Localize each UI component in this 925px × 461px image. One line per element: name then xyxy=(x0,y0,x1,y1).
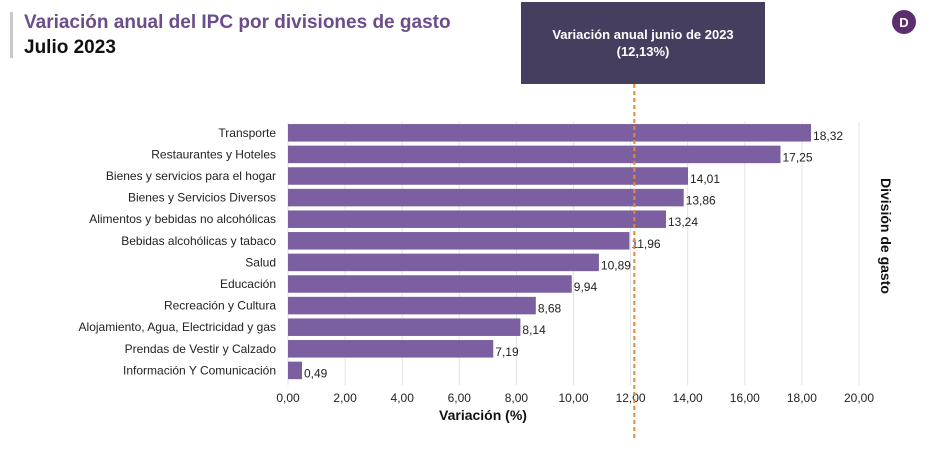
x-tick-label: 10,00 xyxy=(558,391,588,405)
reference-annotation-line1: Variación anual junio de 2023 xyxy=(552,27,734,42)
value-label: 13,24 xyxy=(668,215,698,229)
x-tick-label: 4,00 xyxy=(391,391,415,405)
value-label: 14,01 xyxy=(690,172,720,186)
bar xyxy=(288,124,812,142)
chart-subtitle: Julio 2023 xyxy=(24,37,116,58)
category-label: Salud xyxy=(245,255,276,269)
value-label: 18,32 xyxy=(813,129,843,143)
x-axis-label: Variación (%) xyxy=(439,407,527,423)
category-label: Bienes y Servicios Diversos xyxy=(128,191,276,205)
brand-logo-icon: D xyxy=(892,10,916,34)
reference-annotation-box: Variación anual junio de 2023 (12,13%) xyxy=(521,2,765,84)
bar xyxy=(288,232,630,250)
brand-logo-letter: D xyxy=(899,14,909,30)
x-tick-label: 8,00 xyxy=(505,391,529,405)
x-tick-labels: 0,00 2,00 4,00 6,00 8,00 10,00 12,00 14,00 16,00… xyxy=(276,391,874,405)
bars xyxy=(288,124,812,380)
bar xyxy=(288,361,302,380)
value-label: 13,86 xyxy=(686,194,716,208)
category-label: Bebidas alcohólicas y tabaco xyxy=(121,234,276,248)
bar xyxy=(288,318,521,336)
category-label: Transporte xyxy=(218,126,276,140)
grid-lines xyxy=(287,122,860,386)
chart-title: Variación anual del IPC por divisiones d… xyxy=(24,12,451,33)
value-label: 10,89 xyxy=(601,258,631,272)
category-label: Recreación y Cultura xyxy=(164,299,276,313)
category-label: Restaurantes y Hoteles xyxy=(151,147,276,161)
bar xyxy=(288,188,684,207)
category-label: Alimentos y bebidas no alcohólicas xyxy=(89,212,276,226)
value-label: 11,96 xyxy=(631,237,660,251)
category-label: Bienes y servicios para el hogar xyxy=(106,169,276,183)
value-label: 17,25 xyxy=(782,150,812,164)
bar xyxy=(288,210,667,228)
category-label: Educación xyxy=(220,277,276,291)
value-label: 0,49 xyxy=(304,366,328,380)
x-tick-label: 18,00 xyxy=(787,391,817,405)
bar xyxy=(288,253,599,272)
bar xyxy=(288,296,536,315)
category-label: Información Y Comunicación xyxy=(123,363,276,377)
x-tick-label: 2,00 xyxy=(333,391,357,405)
value-label: 8,14 xyxy=(522,323,546,337)
category-labels: Transporte Restaurantes y Hoteles Bienes y… xyxy=(79,126,277,378)
y-axis-label: División de gasto xyxy=(878,178,894,294)
bar xyxy=(288,167,688,185)
category-label: Alojamiento, Agua, Electricidad y gas xyxy=(79,320,276,334)
x-tick-label: 16,00 xyxy=(730,391,760,405)
value-label: 7,19 xyxy=(495,345,519,359)
bar xyxy=(288,340,494,358)
title-accent-bar xyxy=(10,12,13,58)
x-tick-label: 20,00 xyxy=(844,391,874,405)
value-label: 9,94 xyxy=(574,280,598,294)
value-label: 8,68 xyxy=(538,302,562,316)
reference-annotation-line2: (12,13%) xyxy=(616,44,670,59)
category-label: Prendas de Vestir y Calzado xyxy=(125,342,277,356)
x-tick-label: 6,00 xyxy=(448,391,472,405)
x-tick-label: 14,00 xyxy=(673,391,703,405)
bar xyxy=(288,275,572,293)
x-tick-label: 12,00 xyxy=(616,391,646,405)
x-tick-label: 0,00 xyxy=(276,391,300,405)
bar xyxy=(288,145,781,164)
